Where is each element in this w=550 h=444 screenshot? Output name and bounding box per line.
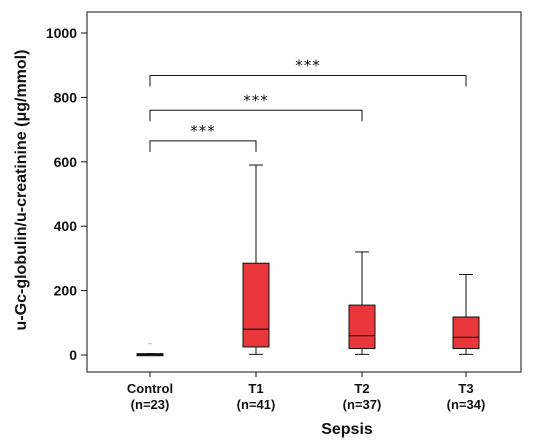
y-tick-label: 600 [54, 154, 78, 170]
box-t3 [452, 274, 480, 355]
x-category-label: T1 [248, 381, 263, 396]
box-t2 [348, 251, 376, 355]
x-category-count: (n=34) [447, 397, 486, 412]
x-category-count: (n=41) [237, 397, 276, 412]
y-tick-label: 0 [69, 347, 77, 363]
y-axis-title: u-Gc-globulin/u-creatinine (μg/mmol) [13, 50, 30, 331]
significance-brackets: *** *** *** [149, 57, 467, 152]
significance-label: *** [190, 122, 216, 140]
y-axis: 0 200 400 600 800 1000 [46, 25, 87, 363]
box-control [136, 343, 164, 357]
significance-label: *** [243, 91, 269, 109]
bracket-line [149, 109, 363, 122]
y-tick-label: 400 [54, 218, 78, 234]
y-tick-label: 1000 [46, 25, 77, 41]
x-axis: Control(n=23) T1(n=41) T2(n=37) T3(n=34) [127, 372, 485, 412]
box-body [452, 316, 480, 350]
x-category-label: T3 [458, 381, 473, 396]
bracket-control-t2: *** [149, 91, 363, 122]
box-t1 [242, 164, 270, 355]
bracket-control-t3: *** [149, 57, 467, 87]
x-category-label: Control [127, 381, 173, 396]
x-category-count: (n=37) [343, 397, 382, 412]
x-category-count: (n=23) [131, 397, 170, 412]
bracket-control-t1: *** [149, 122, 257, 152]
boxes [136, 164, 480, 357]
box-body [348, 304, 376, 350]
x-category-label: T2 [354, 381, 369, 396]
x-axis-title: Sepsis [321, 421, 373, 438]
plot-area [86, 11, 522, 373]
y-tick-label: 200 [54, 283, 78, 299]
bracket-line [149, 75, 467, 87]
y-tick-label: 800 [54, 89, 78, 105]
box-body [242, 262, 270, 348]
significance-label: *** [295, 57, 321, 75]
bracket-line [149, 140, 257, 152]
